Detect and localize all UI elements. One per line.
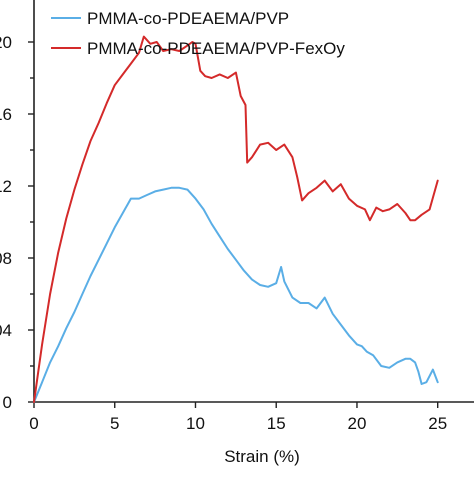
x-axis-title: Strain (%): [224, 447, 300, 466]
y-tick-label: 12: [0, 177, 12, 196]
x-tick-label: 5: [110, 414, 119, 433]
y-tick-label: 20: [0, 33, 12, 52]
axes: [33, 0, 474, 403]
legend-label-1: PMMA-co-PDEAEMA/PVP: [87, 9, 289, 28]
y-tick-label: 08: [0, 249, 12, 268]
series-line-1: [33, 186, 439, 403]
x-tick-label: 15: [267, 414, 286, 433]
legend: PMMA-co-PDEAEMA/PVP PMMA-co-PDEAEMA/PVP-F…: [51, 9, 345, 58]
x-tick-label: 25: [428, 414, 447, 433]
y-tick-label: 16: [0, 105, 12, 124]
x-tick-label: 0: [29, 414, 38, 433]
tick-group: 0 04 08 12 16 20 0 5 10 15 20 25: [0, 33, 447, 433]
x-tick-label: 20: [348, 414, 367, 433]
series-group: [33, 35, 439, 403]
y-tick-label: 04: [0, 321, 12, 340]
x-tick-label: 10: [186, 414, 205, 433]
legend-label-2: PMMA-co-PDEAEMA/PVP-FexOy: [87, 39, 345, 58]
y-tick-label: 0: [3, 393, 12, 412]
series-line-2: [33, 35, 439, 403]
